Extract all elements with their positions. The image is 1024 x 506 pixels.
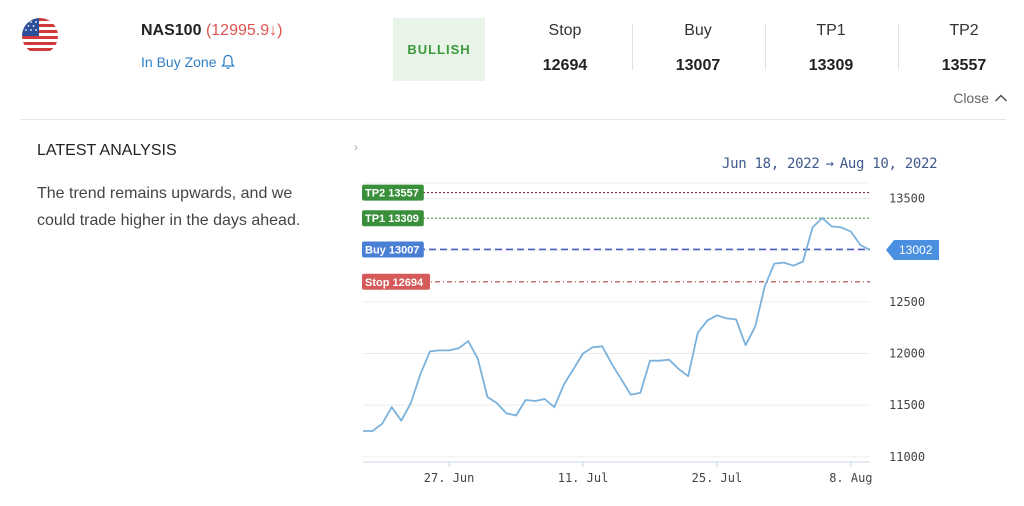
header-divider	[20, 119, 1006, 120]
x-tick-label: 27. Jun	[424, 471, 475, 485]
stop-value: 12694	[542, 57, 588, 74]
y-tick-label: 13500	[889, 192, 925, 206]
buy-zone-link[interactable]: In Buy Zone	[141, 54, 235, 70]
tp1-level: TP1 13309	[765, 22, 897, 75]
price-value: 12995.9	[211, 22, 270, 39]
current-price-label: 13002	[899, 243, 933, 257]
chevron-right-icon[interactable]: ›	[354, 140, 358, 154]
date-range-from: Jun 18, 2022	[722, 156, 820, 172]
analysis-text: The trend remains upwards, and we could …	[37, 185, 301, 229]
level-badge-label: TP2 13557	[365, 188, 419, 200]
tp1-value: 13309	[808, 57, 854, 74]
price-down-arrow-icon: ↓	[269, 22, 278, 39]
us-flag-icon	[22, 18, 58, 54]
level-badge-stop	[362, 273, 430, 290]
tp2-label: TP2	[949, 22, 979, 39]
buy-zone-label: In Buy Zone	[141, 54, 217, 70]
tp2-value: 13557	[941, 57, 987, 74]
y-tick-label: 11500	[889, 398, 925, 412]
level-badge-tp1	[362, 210, 424, 227]
x-tick-label: 11. Jul	[558, 471, 609, 485]
x-tick-label: 25. Jul	[692, 471, 743, 485]
price-close-paren: )	[277, 22, 283, 39]
date-range[interactable]: Jun 18, 2022 → Aug 10, 2022	[722, 156, 938, 172]
stop-level: Stop 12694	[499, 22, 631, 75]
x-tick-label: 8. Aug	[829, 471, 872, 485]
tp2-level: TP2 13557	[898, 22, 1024, 75]
instrument-symbol[interactable]: NAS100 (12995.9↓)	[141, 22, 282, 40]
tp1-label: TP1	[816, 22, 846, 39]
close-label: Close	[953, 90, 989, 106]
level-divider	[632, 24, 633, 70]
price-series-line	[363, 217, 871, 432]
level-badge-buy	[362, 241, 424, 258]
close-button[interactable]: Close	[953, 90, 1008, 106]
current-price-badge	[886, 239, 939, 260]
chevron-up-icon	[994, 94, 1008, 102]
level-divider	[898, 24, 899, 70]
y-tick-label: 12500	[889, 295, 925, 309]
price-open-paren: (	[205, 22, 212, 39]
level-divider	[765, 24, 766, 70]
level-badge-label: TP1 13309	[365, 213, 419, 225]
buy-label: Buy	[684, 22, 712, 39]
arrow-right-icon: →	[825, 156, 834, 172]
level-badge-label: Stop 12694	[365, 277, 424, 289]
level-badge-label: Buy 13007	[365, 244, 419, 256]
bell-icon[interactable]	[220, 54, 235, 70]
y-tick-label: 11000	[889, 450, 925, 464]
buy-value: 13007	[675, 57, 721, 74]
bias-badge: BULLISH	[393, 18, 485, 81]
y-tick-label: 12000	[889, 347, 925, 361]
date-range-to: Aug 10, 2022	[839, 156, 938, 172]
level-badge-tp2	[362, 184, 424, 201]
stop-label: Stop	[548, 22, 582, 39]
symbol-name: NAS100	[141, 22, 202, 39]
current-price: (12995.9↓)	[206, 22, 283, 39]
analysis-title: LATEST ANALYSIS	[37, 142, 177, 159]
buy-level: Buy 13007	[632, 22, 764, 75]
